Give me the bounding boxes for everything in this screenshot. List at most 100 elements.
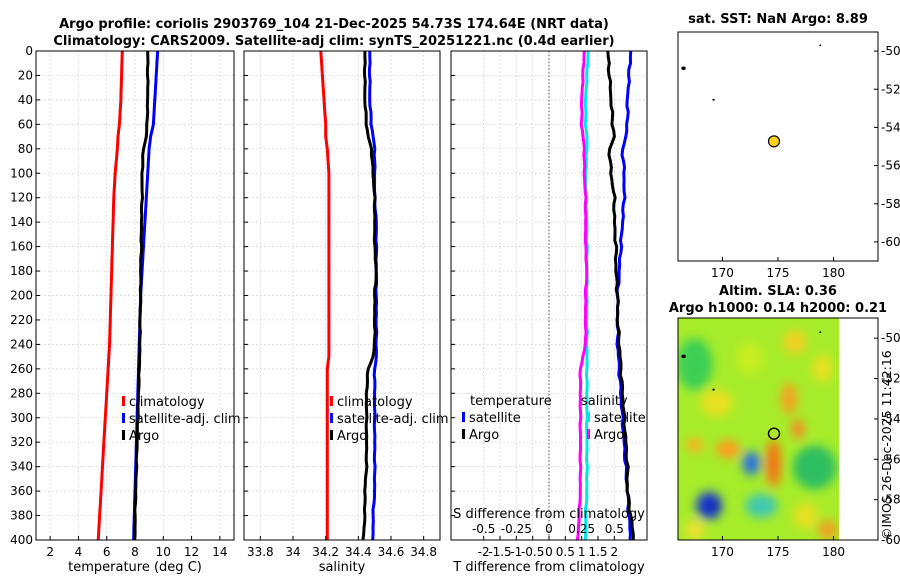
sla-anomaly-blob [700,388,733,417]
argo-sal-legend-label: Argo [337,429,367,444]
sla-anomaly-blob [708,500,719,511]
x-tick-label: 34 [285,545,300,559]
y-tick-label: 380 [10,509,33,523]
x-tick-label: 12 [184,545,199,559]
s-tick-label: 0.5 [605,522,624,536]
island-shape [712,388,715,391]
s-argo-legend-swatch [587,429,590,439]
sla-anomaly-blob [678,338,713,391]
x-tick-label: 1 [578,545,586,559]
satellite-clim-sal-legend-swatch [330,413,333,423]
x-tick-label: 0.5 [556,545,575,559]
y-tick-label: 100 [10,166,33,180]
sla-anomaly-blob [781,382,798,415]
y-tick-label: 60 [18,117,33,131]
map-y-tick-label: -60 [881,235,900,249]
sla-anomaly-blob [736,342,765,375]
satellite-clim-line [367,51,379,540]
satellite-clim-sal-legend-label: satellite-adj. clim [337,412,449,427]
title-line-2: Climatology: CARS2009. Satellite-adj cli… [53,34,614,49]
sla-anomaly-blob [745,493,778,518]
s-satellite-legend-swatch [587,412,590,422]
s-diff-argo-line [575,51,589,540]
s-tick-label: -0.25 [501,522,532,536]
satellite-clim-legend-swatch [122,413,125,423]
sla-anomaly-blob [812,354,833,383]
imos-watermark: ©IMOS 26-Dec-2025 11:42:16 [879,350,894,540]
temperature-legend-title: temperature [470,394,552,409]
map-y-tick-label: -52 [881,82,900,96]
sst-map-background [678,32,878,261]
argo-line [361,51,378,540]
x-tick-label: 2 [611,545,619,559]
x-tick-label: 6 [103,545,111,559]
climatology-legend-swatch [122,396,125,406]
t-satellite-legend-swatch [462,412,465,422]
y-tick-label: 120 [10,191,33,205]
map-y-tick-label: -52 [881,372,900,386]
map-x-tick-label: 180 [822,266,845,280]
sla-anomaly-blob [818,519,838,540]
y-tick-label: 140 [10,215,33,229]
s-satellite-legend-label: satellite [594,411,646,426]
y-tick-label: 400 [10,533,33,547]
difference-panel: -2-1.5-1-0.5 0 0.5 1 1.5 2-0.5 -0.25 0 0.25 0.5 S… [450,50,648,575]
y-tick-label: 180 [10,264,33,278]
t-difference-xlabel: T difference from climatology [452,560,645,575]
argo-position-ring [767,427,781,440]
sla-anomaly-blob [766,439,781,488]
y-tick-label: 280 [10,386,33,400]
y-tick-label: 0 [25,44,33,58]
altim-title: Altim. SLA: 0.36 [719,284,837,299]
x-tick-label: 4 [75,545,83,559]
y-tick-label: 300 [10,411,33,425]
climatology-sal-legend-label: climatology [337,395,413,410]
y-tick-label: 160 [10,240,33,254]
sla-anomaly-blob [716,440,740,459]
sla-anomaly-blob [782,330,807,355]
altimetry-map-panel: Altim. SLA: 0.36 Argo h1000: 0.14 h2000:… [669,284,900,559]
map-y-tick-label: -50 [881,331,900,345]
argo-legend-label: Argo [129,429,159,444]
climatology-line [319,51,331,540]
x-tick-label: -1 [510,545,522,559]
x-tick-label: 0 [545,545,553,559]
sla-anomaly-blob [685,438,704,453]
title-line-1: Argo profile: coriolis 2903769_104 21-De… [59,17,609,32]
x-tick-label: 34.4 [345,545,372,559]
t-argo-legend-swatch [462,429,465,439]
x-tick-label: 33.8 [247,545,274,559]
x-tick-label: 8 [131,545,139,559]
island-shape [681,66,686,71]
y-tick-label: 340 [10,460,33,474]
x-tick-label: -0.5 [521,545,544,559]
climatology-line [96,51,124,540]
map-y-tick-label: -54 [881,412,900,426]
map-y-tick-label: -60 [881,533,900,547]
sla-anomaly-blob [742,451,761,476]
temperature-panel: 0 20 40 60 80 100 120 140 160 180 200 220 240 260 280 3… [10,44,241,575]
satellite-clim-legend-label: satellite-adj. clim [129,412,241,427]
climatology-sal-legend-swatch [330,396,333,406]
x-tick-label: 1.5 [588,545,607,559]
sst-title: sat. SST: NaN Argo: 8.89 [688,12,868,27]
t-satellite-legend-label: satellite [469,411,521,426]
y-tick-label: 260 [10,362,33,376]
sla-anomaly-blob [684,519,705,540]
y-tick-label: 80 [18,142,33,156]
x-tick-label: 10 [156,545,171,559]
sla-no-data-region [839,318,878,540]
island-shape [819,44,822,47]
y-tick-label: 360 [10,484,33,498]
s-difference-xlabel: S difference from climatology [453,507,645,522]
map-x-tick-label: 175 [767,545,790,559]
map-x-tick-label: 180 [822,545,845,559]
argo-line [133,51,150,540]
x-tick-label: -2 [478,545,490,559]
salinity-legend-title: salinity [581,394,628,409]
y-tick-label: 320 [10,435,33,449]
argo-sal-legend-swatch [330,430,333,440]
argo-position-marker [767,135,781,148]
x-tick-label: 34.6 [378,545,405,559]
sla-anomaly-blob [793,501,818,530]
